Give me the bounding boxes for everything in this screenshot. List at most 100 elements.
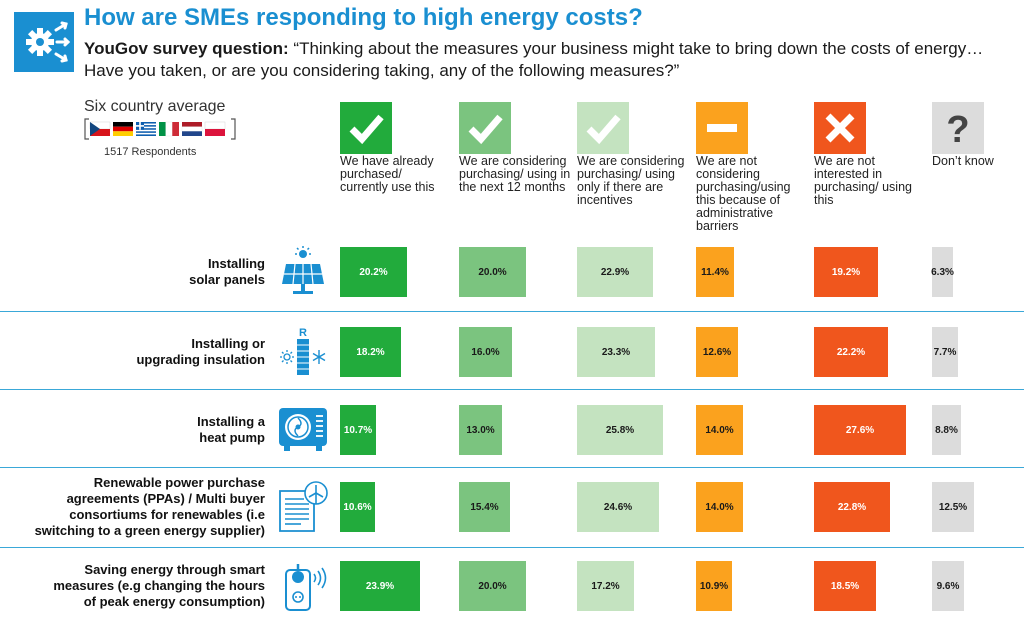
question-text: “Thinking about the measures your busine…	[84, 39, 984, 80]
insulation-icon: R	[276, 326, 330, 378]
data-label: 25.8%	[605, 424, 635, 436]
data-bar: 15.4%	[459, 482, 510, 532]
x-icon	[814, 102, 866, 154]
data-bar: 23.3%	[577, 327, 655, 377]
row-label-line: of peak energy consumption)	[83, 594, 265, 609]
data-bar: 16.0%	[459, 327, 512, 377]
data-bar: 14.0%	[696, 405, 743, 455]
data-bar: 27.6%	[814, 405, 906, 455]
heat-pump-icon	[276, 404, 330, 456]
data-bar: 12.5%	[932, 482, 974, 532]
data-label: 14.0%	[705, 424, 734, 436]
row-divider	[0, 467, 1024, 468]
data-label: 23.9%	[365, 580, 395, 592]
data-label: 10.9%	[699, 580, 729, 592]
energy-gear-logo-icon	[14, 12, 74, 72]
row-label-line: Installing or	[191, 336, 265, 351]
data-bar: 25.8%	[577, 405, 663, 455]
data-label: 13.0%	[466, 424, 495, 436]
data-bar: 11.4%	[696, 247, 734, 297]
row-label-line: upgrading insulation	[136, 352, 265, 367]
data-label: 14.0%	[705, 501, 734, 513]
data-label: 27.6%	[845, 424, 875, 436]
data-label: 24.6%	[603, 501, 633, 513]
row-label: Installing solar panels	[189, 256, 265, 288]
data-bar: 19.2%	[814, 247, 878, 297]
data-bar: 14.0%	[696, 482, 743, 532]
data-bar: 20.0%	[459, 561, 526, 611]
data-label: 20.2%	[359, 266, 388, 278]
data-label: 12.5%	[938, 501, 968, 513]
question-prefix: YouGov survey question:	[84, 39, 289, 58]
data-bar: 24.6%	[577, 482, 659, 532]
row-label-line: heat pump	[199, 430, 265, 445]
data-label: 20.0%	[478, 580, 507, 592]
data-bar: 22.9%	[577, 247, 653, 297]
row-label-line: Installing	[207, 256, 265, 271]
data-bar: 6.3%	[931, 247, 954, 297]
data-label: 10.7%	[343, 424, 373, 436]
row-label-line: Saving energy through smart	[84, 562, 265, 577]
average-label: Six country average	[84, 98, 226, 115]
data-label: 22.2%	[836, 346, 866, 358]
data-bar: 8.8%	[932, 405, 961, 455]
data-bar: 9.6%	[932, 561, 964, 611]
row-label-line: switching to a green energy supplier)	[34, 523, 265, 538]
row-label-line: measures (e.g changing the hours	[53, 578, 265, 593]
row-label: Installing a heat pump	[197, 414, 265, 446]
column-label: Don’t know	[932, 154, 994, 168]
data-bar: 12.6%	[696, 327, 738, 377]
data-label: 7.7%	[933, 346, 957, 358]
data-label: 10.6%	[343, 501, 372, 513]
row-divider	[0, 311, 1024, 312]
data-bar: 20.0%	[459, 247, 526, 297]
data-bar: 10.6%	[340, 482, 375, 532]
row-label-line: consortiums for renewables (i.e	[69, 507, 265, 522]
row-divider	[0, 389, 1024, 390]
row-label-line: agreements (PPAs) / Multi buyer	[66, 491, 265, 506]
data-label: 22.9%	[600, 266, 630, 278]
data-bar: 7.7%	[932, 327, 958, 377]
row-label: Renewable power purchase agreements (PPAs…	[35, 475, 265, 539]
question-icon: ?	[932, 102, 984, 154]
data-label: 12.6%	[702, 346, 732, 358]
data-bar: 13.0%	[459, 405, 502, 455]
data-label: 15.4%	[470, 501, 499, 513]
data-bar: 22.8%	[814, 482, 890, 532]
column-label: We have already purchased/ currently use…	[340, 154, 435, 194]
smart-plug-icon	[276, 560, 330, 612]
data-label: 18.2%	[356, 346, 385, 358]
minus-icon	[696, 102, 748, 154]
svg-text:?: ?	[946, 109, 969, 151]
data-bar: 17.2%	[577, 561, 634, 611]
data-label: 17.2%	[591, 580, 620, 592]
check-icon	[577, 102, 629, 154]
column-label: We are considering purchasing/ using onl…	[577, 154, 685, 207]
column-label: We are not considering purchasing/using …	[696, 154, 791, 233]
solar-panel-icon	[276, 246, 330, 298]
row-divider	[0, 547, 1024, 548]
check-icon	[340, 102, 392, 154]
data-bar: 10.7%	[340, 405, 376, 455]
data-label: 6.3%	[931, 266, 954, 278]
data-label: 23.3%	[601, 346, 631, 358]
row-label-line: solar panels	[189, 272, 265, 287]
check-icon	[459, 102, 511, 154]
respondents-count: 1517 Respondents	[104, 146, 197, 158]
data-bar: 10.9%	[696, 561, 732, 611]
country-flags-icon	[84, 118, 236, 140]
data-label: 16.0%	[471, 346, 500, 358]
chart-title: How are SMEs responding to high energy c…	[84, 4, 643, 31]
data-label: 9.6%	[936, 580, 960, 592]
column-label: We are not interested in purchasing/ usi…	[814, 154, 912, 207]
data-label: 19.2%	[831, 266, 861, 278]
column-label: We are considering purchasing/ using in …	[459, 154, 571, 194]
row-label: Saving energy through smart measures (e.g…	[53, 562, 265, 610]
data-bar: 20.2%	[340, 247, 407, 297]
data-label: 8.8%	[935, 424, 958, 436]
row-label-line: Installing a	[197, 414, 265, 429]
survey-question: YouGov survey question: “Thinking about …	[84, 38, 1014, 82]
data-bar: 18.2%	[340, 327, 401, 377]
data-bar: 23.9%	[340, 561, 420, 611]
data-label: 18.5%	[830, 580, 860, 592]
